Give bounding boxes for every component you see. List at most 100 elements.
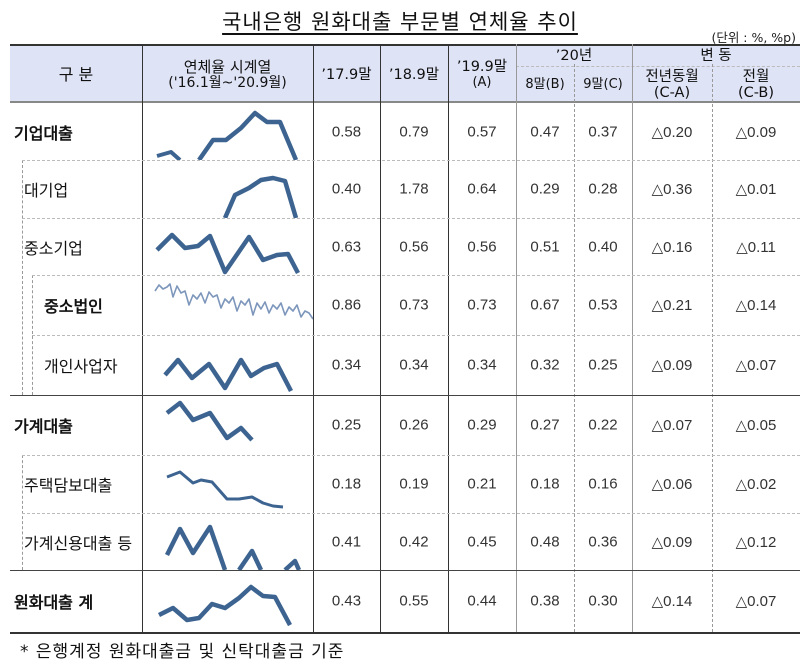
header-1909: ’19.9말 (A) bbox=[456, 58, 508, 90]
cell-v2009: 0.37 bbox=[588, 123, 618, 140]
cell-yoy: △0.06 bbox=[651, 476, 693, 493]
divider bbox=[574, 64, 575, 632]
divider bbox=[10, 632, 800, 634]
table-row: 중소기업 bbox=[10, 218, 800, 275]
divider bbox=[632, 44, 633, 632]
cell-v1709: 0.86 bbox=[331, 296, 362, 314]
divider bbox=[22, 160, 800, 161]
cell-v1909: 0.29 bbox=[467, 416, 497, 434]
header-2008: 8말(B) bbox=[525, 76, 565, 92]
cell-mom: △0.14 bbox=[735, 297, 777, 314]
divider bbox=[32, 275, 800, 276]
cell-v2009: 0.40 bbox=[588, 238, 618, 255]
cell-v1709: 0.43 bbox=[331, 592, 362, 610]
cell-v2008: 0.32 bbox=[530, 356, 560, 374]
cell-v2008: 0.27 bbox=[530, 416, 560, 434]
cell-v1809: 0.56 bbox=[399, 238, 429, 255]
cell-v1909: 0.44 bbox=[467, 592, 497, 610]
header-group-2020: ’20년 bbox=[555, 48, 593, 64]
cell-v1809: 0.73 bbox=[399, 296, 429, 314]
cell-v1709: 0.40 bbox=[331, 180, 362, 198]
divider bbox=[380, 44, 381, 632]
cell-v2008: 0.29 bbox=[530, 180, 560, 198]
header-yoy: 전년동월 (C-A) bbox=[645, 68, 699, 101]
cell-yoy: △0.09 bbox=[651, 357, 693, 374]
cell-v2008: 0.67 bbox=[530, 296, 560, 314]
cell-mom: △0.07 bbox=[735, 357, 777, 374]
cell-v1709: 0.63 bbox=[331, 238, 362, 255]
cell-v2009: 0.28 bbox=[588, 180, 618, 198]
divider bbox=[516, 44, 517, 632]
cell-mom: △0.05 bbox=[735, 417, 777, 434]
cell-v1909: 0.57 bbox=[467, 123, 497, 140]
sparkline-corporate bbox=[156, 110, 299, 160]
cell-v1709: 0.25 bbox=[331, 416, 362, 434]
divider bbox=[22, 513, 800, 514]
sparkline-sme-corp bbox=[154, 283, 313, 320]
cell-v1909: 0.64 bbox=[467, 180, 497, 198]
sparkline-total bbox=[157, 584, 292, 627]
cell-yoy: △0.36 bbox=[651, 181, 693, 198]
cell-v2009: 0.53 bbox=[588, 296, 618, 314]
header-group-change: 변 동 bbox=[700, 48, 732, 64]
page-title: 국내은행 원화대출 부문별 연체율 추이 bbox=[222, 10, 578, 34]
cell-v1809: 0.79 bbox=[399, 123, 429, 140]
table-row: 중소법인 bbox=[10, 275, 800, 335]
cell-v1809: 1.78 bbox=[399, 180, 429, 198]
divider bbox=[448, 44, 449, 632]
table-header: 구 분 연체율 시계열 ('16.1월~'20.9월) ’17.9말 ’18.9… bbox=[10, 44, 800, 103]
header-series: 연체율 시계열 ('16.1월~'20.9월) bbox=[168, 57, 287, 91]
divider bbox=[516, 66, 800, 67]
divider bbox=[22, 455, 23, 570]
sparkline-large-corp bbox=[222, 175, 299, 218]
cell-v1709: 0.34 bbox=[331, 356, 362, 374]
cell-v2008: 0.48 bbox=[530, 533, 560, 550]
cell-mom: △0.12 bbox=[735, 533, 777, 551]
table-row: 대기업 bbox=[10, 160, 800, 218]
cell-yoy: △0.09 bbox=[651, 533, 693, 551]
sparkline-sole-prop bbox=[163, 357, 293, 393]
cell-v2008: 0.38 bbox=[530, 592, 560, 610]
cell-v2009: 0.30 bbox=[588, 592, 618, 610]
table-row: 기업대출 bbox=[10, 103, 800, 160]
table-row: 원화대출 계 bbox=[10, 570, 800, 632]
sparkline-credit bbox=[164, 524, 302, 570]
header-2009: 9말(C) bbox=[583, 76, 623, 92]
cell-v1709: 0.58 bbox=[331, 123, 362, 140]
divider bbox=[32, 335, 800, 336]
cell-yoy: △0.14 bbox=[651, 593, 693, 610]
divider bbox=[313, 44, 314, 632]
divider bbox=[712, 64, 713, 632]
cell-mom: △0.09 bbox=[735, 123, 777, 141]
cell-yoy: △0.20 bbox=[651, 123, 693, 141]
divider bbox=[22, 160, 23, 395]
cell-v1809: 0.55 bbox=[399, 592, 429, 610]
header-category: 구 분 bbox=[58, 64, 94, 84]
footnote: * 은행계정 원화대출금 및 신탁대출금 기준 bbox=[20, 642, 345, 662]
cell-v1809: 0.34 bbox=[399, 356, 429, 374]
cell-yoy: △0.07 bbox=[651, 417, 693, 434]
header-1709: ’17.9말 bbox=[321, 66, 372, 83]
divider bbox=[142, 44, 143, 632]
cell-v2008: 0.47 bbox=[530, 123, 560, 140]
cell-v1809: 0.42 bbox=[399, 533, 429, 550]
cell-v2009: 0.16 bbox=[588, 475, 618, 493]
cell-v1809: 0.19 bbox=[399, 475, 429, 493]
table-row: 개인사업자 bbox=[10, 335, 800, 395]
header-1809: ’18.9말 bbox=[388, 66, 440, 83]
cell-yoy: △0.21 bbox=[651, 297, 693, 314]
cell-v1709: 0.41 bbox=[331, 533, 362, 550]
cell-v1709: 0.18 bbox=[331, 475, 362, 493]
divider bbox=[22, 218, 800, 219]
cell-v2009: 0.36 bbox=[588, 533, 618, 550]
sparkline-mortgage bbox=[166, 470, 284, 509]
sparkline-household bbox=[165, 400, 254, 442]
divider bbox=[10, 570, 800, 571]
cell-v2008: 0.51 bbox=[530, 238, 560, 255]
cell-v1809: 0.26 bbox=[399, 416, 429, 434]
unit-note: (단위 : %, %p) bbox=[711, 30, 796, 45]
table-row: 가계신용대출 등 bbox=[10, 513, 800, 570]
cell-v1909: 0.21 bbox=[467, 475, 497, 493]
delinquency-table: 구 분 연체율 시계열 ('16.1월~'20.9월) ’17.9말 ’18.9… bbox=[10, 44, 800, 634]
divider bbox=[10, 395, 800, 396]
